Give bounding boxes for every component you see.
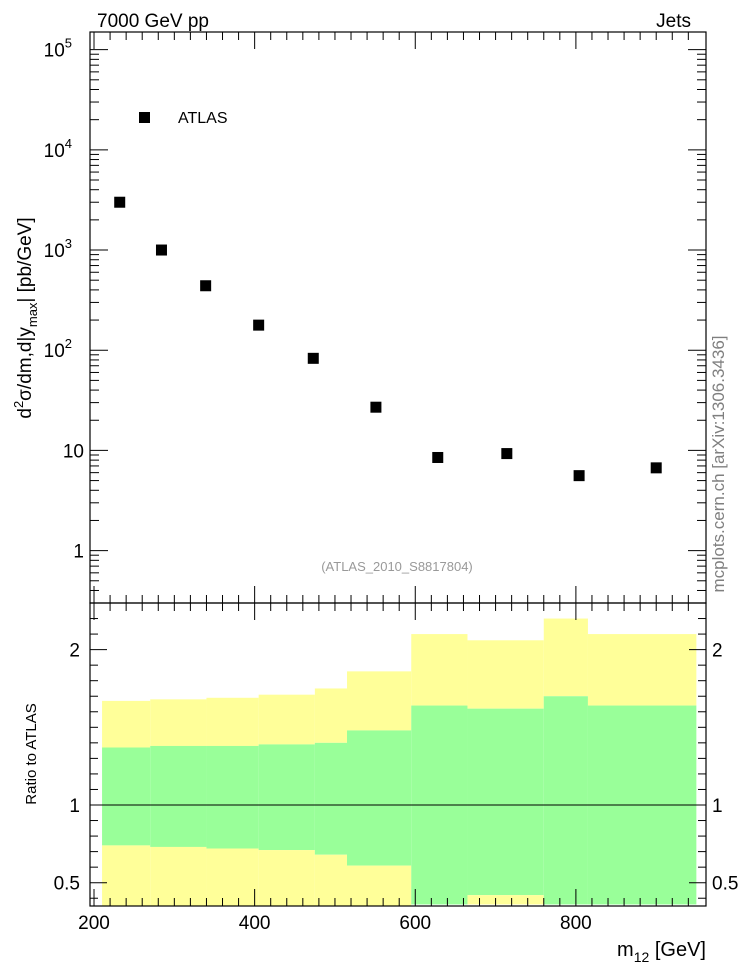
- band-yellow-lower: [314, 854, 348, 906]
- legend: ATLAS: [139, 110, 228, 127]
- data-point: [501, 448, 513, 460]
- band-yellow-lower: [467, 895, 544, 905]
- band-green: [314, 742, 348, 855]
- lower-y-tick-label-right: 1: [712, 796, 723, 817]
- band-yellow-upper: [206, 697, 259, 746]
- lower-y-tick-label-right: 0.5: [712, 874, 738, 895]
- upper-y-tick-label: 10: [63, 441, 84, 462]
- band-yellow-lower: [347, 865, 412, 906]
- band-yellow-upper: [314, 688, 348, 743]
- data-point: [650, 462, 662, 474]
- band-yellow-upper: [411, 634, 468, 706]
- x-tick-label: 800: [560, 913, 592, 934]
- lower-y-tick-label-left: 0.5: [54, 874, 80, 895]
- data-point: [432, 451, 444, 463]
- upper-panel: 1 10 102 103 104 105 ATLAS (ATLAS_2010_S88178…: [11, 31, 707, 604]
- band-green: [467, 708, 544, 896]
- data-point: [114, 196, 126, 208]
- band-green: [347, 730, 412, 866]
- upper-y-tick-label: 105: [44, 36, 72, 62]
- data-point: [307, 352, 319, 364]
- data-point: [253, 319, 265, 331]
- upper-y-tick-label: 102: [44, 336, 72, 362]
- band-yellow-lower: [102, 845, 151, 906]
- lower-y-tick-label-left: 2: [69, 641, 80, 662]
- upper-y-tick-label: 103: [44, 236, 72, 262]
- band-yellow-upper: [467, 640, 544, 709]
- lower-x-ticks: 200 400 600 800: [78, 603, 689, 934]
- band-yellow-upper: [543, 618, 588, 697]
- data-point: [200, 280, 212, 292]
- legend-marker-atlas: [139, 112, 150, 123]
- band-yellow-lower: [258, 850, 315, 906]
- band-yellow-upper: [258, 694, 315, 745]
- band-yellow-upper: [587, 634, 697, 706]
- lower-y-tick-label-right: 2: [712, 641, 723, 662]
- lower-frame: [89, 602, 707, 907]
- data-point: [573, 470, 585, 482]
- lower-y-ticks: 0.5 0.5 1 1 2 2: [54, 618, 738, 899]
- lower-plot-border: [89, 602, 707, 907]
- band-green: [150, 745, 207, 847]
- collision-energy-label: 7000 GeV pp: [97, 11, 209, 32]
- data-point: [155, 244, 167, 256]
- band-yellow-upper: [150, 699, 207, 746]
- band-yellow-lower: [150, 846, 207, 906]
- band-yellow-lower: [206, 848, 259, 906]
- x-tick-label: 200: [78, 913, 110, 934]
- lower-y-tick-label-left: 1: [69, 796, 80, 817]
- x-tick-label: 400: [239, 913, 271, 934]
- upper-y-tick-label: 104: [44, 136, 72, 162]
- upper-x-ticks: [93, 32, 689, 603]
- band-yellow-upper: [347, 671, 412, 731]
- upper-y-axis-label: d2σ/dm,d|ymax| [pb/GeV]: [11, 217, 40, 418]
- band-yellow-upper: [102, 700, 151, 748]
- upper-y-tick-label: 1: [73, 542, 84, 563]
- x-tick-label: 600: [399, 913, 431, 934]
- band-green: [258, 744, 315, 851]
- uncertainty-bands: [102, 618, 697, 906]
- legend-label-atlas: ATLAS: [178, 110, 228, 127]
- lower-y-axis-label: Ratio to ATLAS: [23, 703, 40, 804]
- side-source-label: mcplots.cern.ch [arXiv:1306.3436]: [709, 335, 728, 592]
- band-green: [102, 747, 151, 846]
- data-points: [114, 196, 662, 482]
- band-green: [206, 745, 259, 849]
- lower-panel: 0.5 0.5 1 1 2 2 200 400 600 800 Ratio to ATLAS m…: [23, 602, 738, 965]
- process-label: Jets: [656, 11, 691, 32]
- analysis-watermark: (ATLAS_2010_S8817804): [321, 559, 473, 574]
- data-point: [370, 401, 382, 413]
- band-green: [543, 696, 588, 905]
- upper-y-ticks: 1 10 102 103 104 105: [44, 36, 706, 604]
- x-axis-label: m12 [GeV]: [617, 939, 706, 965]
